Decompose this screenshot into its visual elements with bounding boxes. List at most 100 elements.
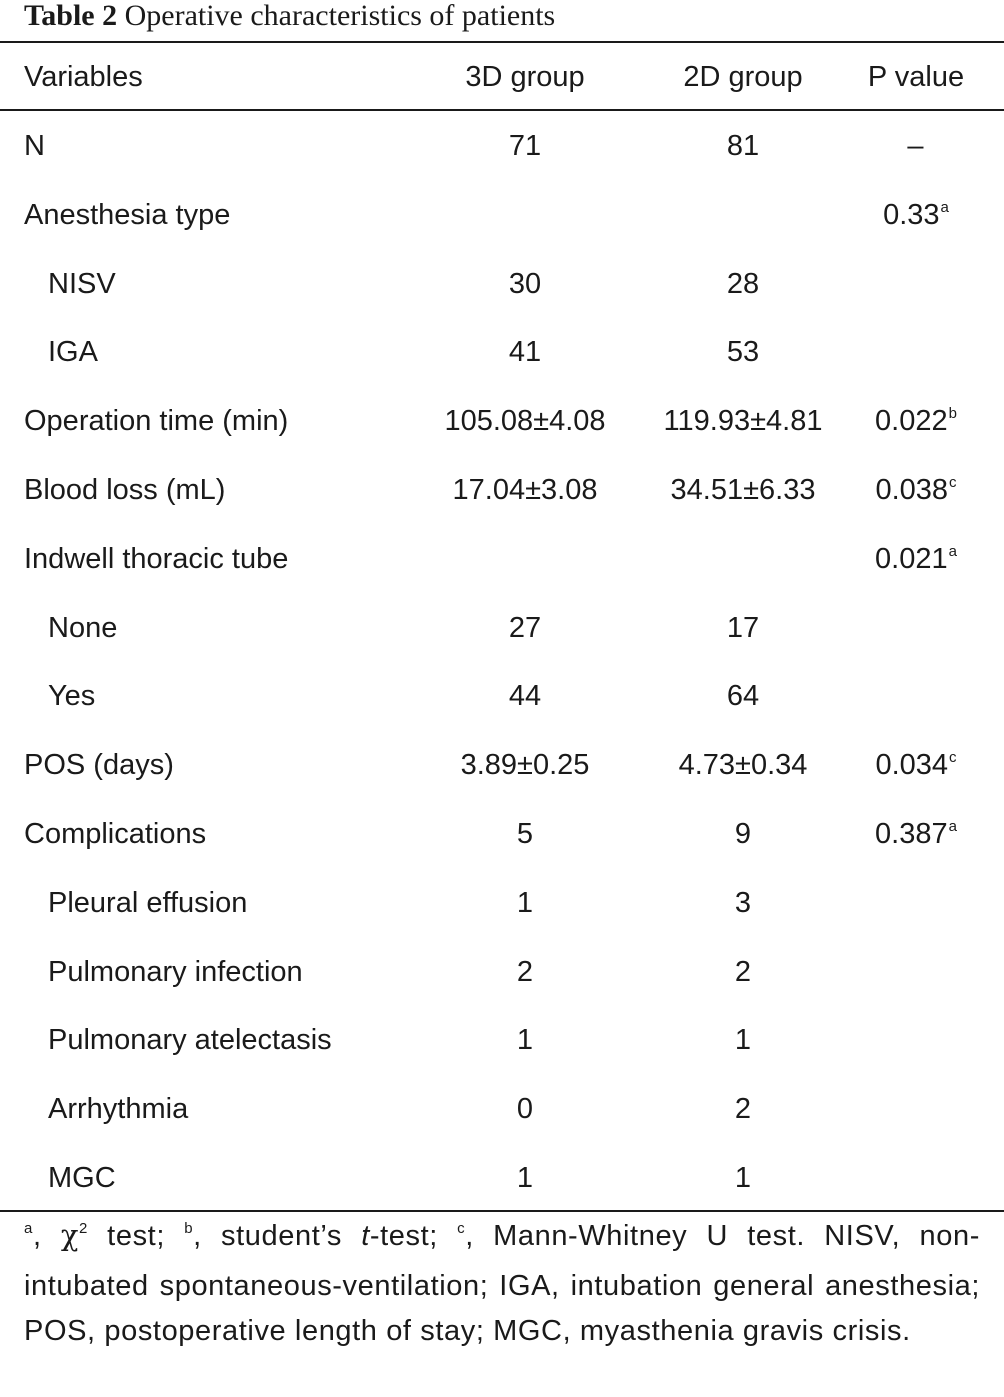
row-2d-value: 3 <box>734 886 752 919</box>
table-row: Complications 5 9 0.387a <box>0 800 1004 869</box>
row-p-value <box>840 1075 992 1144</box>
footnote-chi: χ <box>60 1218 80 1252</box>
row-p-value: 0.021a <box>840 525 992 594</box>
p-value-text: 0.038 <box>875 473 949 506</box>
header-rule <box>0 109 1004 111</box>
p-value-text: 0.387 <box>875 817 948 850</box>
row-p-value <box>840 250 992 319</box>
data-table: Variables 3D group 2D group P value N 71 8… <box>0 44 1004 1194</box>
row-p-value <box>840 869 992 938</box>
row-variable: NISV <box>48 267 116 300</box>
row-3d-value: 30 <box>508 267 542 300</box>
row-3d-value: 1 <box>516 886 534 919</box>
p-value-superscript: b <box>948 405 957 423</box>
row-2d-value: 119.93±4.81 <box>663 405 823 438</box>
header-2d-group: 2D group <box>683 61 803 93</box>
row-3d-value: 41 <box>508 336 542 369</box>
row-3d-value: 2 <box>516 955 534 988</box>
row-variable: Yes <box>48 680 96 713</box>
row-p-value <box>840 938 992 1007</box>
row-2d-value <box>638 181 848 250</box>
p-value-superscript: a <box>948 542 957 560</box>
table-row: Indwell thoracic tube 0.021a <box>0 525 1004 594</box>
row-3d-value: 1 <box>516 1024 534 1057</box>
table-row: Pulmonary infection 2 2 <box>0 938 1004 1007</box>
table-footnote: a, χ2 test; b, student’s t-test; c, Mann… <box>24 1213 980 1355</box>
table-row: NISV 30 28 <box>0 250 1004 319</box>
row-2d-value: 81 <box>726 130 760 162</box>
table-row: Blood loss (mL) 17.04±3.08 34.51±6.33 0.038… <box>0 456 1004 525</box>
table-row: MGC 1 1 <box>0 1144 1004 1213</box>
row-p-value <box>840 662 992 731</box>
footnote-b-pre: , student’s <box>193 1220 362 1252</box>
row-3d-value <box>420 181 630 250</box>
row-p-value: 0.038c <box>840 456 992 525</box>
table-row: IGA 41 53 <box>0 318 1004 387</box>
row-3d-value: 44 <box>508 680 542 713</box>
table-row: Operation time (min) 105.08±4.08 119.93±4.… <box>0 387 1004 456</box>
header-p-value: P value <box>867 61 965 93</box>
p-value-text: 0.022 <box>875 405 948 438</box>
table-row: Pulmonary atelectasis 1 1 <box>0 1006 1004 1075</box>
row-2d-value: 34.51±6.33 <box>670 473 816 506</box>
header-variables: Variables <box>24 61 143 93</box>
row-variable: Indwell thoracic tube <box>24 542 289 575</box>
row-3d-value: 5 <box>516 817 534 850</box>
p-value-text: – <box>907 130 924 162</box>
footnote-c-text: , Mann-Whitney U test. NISV, non-intubat… <box>24 1220 980 1348</box>
row-2d-value: 1 <box>734 1024 752 1057</box>
row-2d-value: 2 <box>734 1093 752 1126</box>
row-variable: Complications <box>24 817 207 850</box>
table-header-row: Variables 3D group 2D group P value <box>0 44 1004 110</box>
table-caption: Table 2 Operative characteristics of pat… <box>24 0 555 34</box>
row-p-value: 0.022b <box>840 387 992 456</box>
footnote-mark-b: b <box>184 1220 194 1237</box>
row-variable: None <box>48 611 118 644</box>
row-variable: Pleural effusion <box>48 886 248 919</box>
table-caption-label: Table 2 <box>24 0 118 32</box>
row-p-value <box>840 318 992 387</box>
row-2d-value: 2 <box>734 955 752 988</box>
row-variable: Anesthesia type <box>24 198 231 231</box>
row-p-value: 0.33a <box>840 181 992 250</box>
row-variable: IGA <box>48 336 98 369</box>
row-2d-value: 4.73±0.34 <box>678 749 808 782</box>
p-value-superscript: c <box>949 473 957 491</box>
header-3d-group: 3D group <box>465 61 585 93</box>
footnote-mark-a: a <box>24 1220 33 1237</box>
p-value-text: 0.034 <box>875 749 949 782</box>
footnote-b-post: -test; <box>369 1220 458 1252</box>
row-3d-value: 3.89±0.25 <box>460 749 590 782</box>
row-2d-value: 1 <box>734 1161 752 1194</box>
row-variable: N <box>24 130 45 162</box>
footnote-chi-sup: 2 <box>79 1220 88 1237</box>
row-variable: POS (days) <box>24 749 174 782</box>
table-row: Arrhythmia 0 2 <box>0 1075 1004 1144</box>
row-p-value: – <box>840 112 992 181</box>
row-3d-value: 27 <box>508 611 542 644</box>
row-p-value <box>840 1006 992 1075</box>
table-row: None 27 17 <box>0 594 1004 663</box>
p-value-superscript: c <box>949 749 957 767</box>
row-p-value: 0.387a <box>840 800 992 869</box>
row-3d-value: 17.04±3.08 <box>452 473 598 506</box>
row-3d-value: 1 <box>516 1161 534 1194</box>
row-2d-value <box>638 525 848 594</box>
footnote-mark-c: c <box>457 1220 466 1237</box>
footnote-a-post: test; <box>87 1220 185 1252</box>
p-value-text: 0.33 <box>883 198 940 231</box>
bottom-rule <box>0 1210 1004 1212</box>
p-value-superscript: a <box>940 198 949 216</box>
row-2d-value: 64 <box>726 680 760 713</box>
row-2d-value: 17 <box>726 611 760 644</box>
table-body: N 71 81– Anesthesia type 0.33a NISV 30 28 IGA 41 5… <box>0 112 1004 1213</box>
row-variable: Pulmonary infection <box>48 955 303 988</box>
row-3d-value: 105.08±4.08 <box>444 405 606 438</box>
table-row: Pleural effusion 1 3 <box>0 869 1004 938</box>
table-caption-text: Operative characteristics of patients <box>124 0 556 32</box>
p-value-superscript: a <box>948 817 957 835</box>
footnote-b-italic: t <box>361 1220 370 1252</box>
row-3d-value: 0 <box>516 1093 534 1126</box>
row-variable: MGC <box>48 1161 116 1194</box>
row-variable: Operation time (min) <box>24 405 289 438</box>
